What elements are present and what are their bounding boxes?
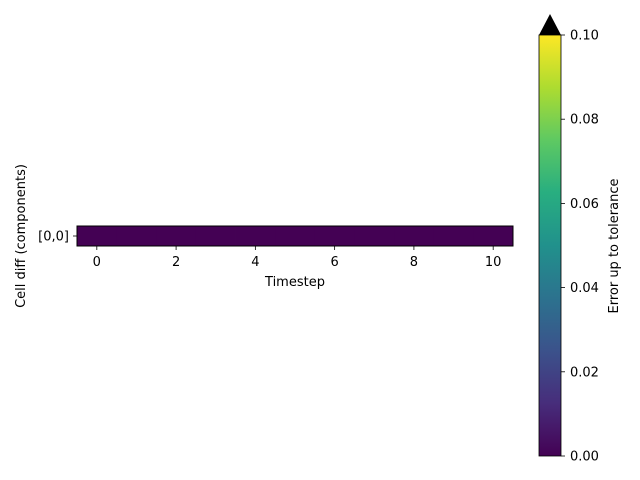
colorbar-tick-label: 0.00 (570, 450, 599, 465)
heatmap-cell (235, 226, 276, 246)
x-tick-label: 8 (410, 255, 418, 270)
heatmap-cell (195, 226, 236, 246)
colorbar: 0.00 0.02 0.04 0.06 0.08 0.10 Error up to tol… (538, 14, 622, 465)
colorbar-frame (538, 34, 562, 457)
heatmap-cell (156, 226, 197, 246)
colorbar-tick-label: 0.04 (570, 281, 599, 296)
x-tick-label: 4 (251, 255, 259, 270)
heatmap-cell (116, 226, 157, 246)
x-tick-label: 10 (485, 255, 502, 270)
colorbar-label: Error up to tolerance (607, 179, 622, 314)
colorbar-extend-triangle (539, 14, 561, 35)
x-axis-label: Timestep (264, 275, 325, 290)
heatmap-cell (77, 226, 118, 246)
x-tick-label: 6 (330, 255, 338, 270)
heatmap-plot: 0 2 4 6 8 10 [0,0] Timestep Cell diff (compon… (14, 164, 514, 308)
colorbar-tick-label: 0.06 (570, 197, 599, 212)
colorbar-tick-label: 0.02 (570, 365, 599, 380)
x-tick-label: 2 (172, 255, 180, 270)
heatmap-cell (473, 226, 514, 246)
colorbar-ticks: 0.00 0.02 0.04 0.06 0.08 0.10 (561, 29, 599, 465)
heatmap-cell (354, 226, 395, 246)
colorbar-tick-label: 0.10 (570, 29, 599, 44)
y-axis-label: Cell diff (components) (14, 164, 29, 308)
heatmap-cells (77, 226, 514, 246)
x-axis-ticks: 0 2 4 6 8 10 (93, 246, 502, 270)
heatmap-cell (314, 226, 355, 246)
heatmap-cell (433, 226, 474, 246)
colorbar-tick-label: 0.08 (570, 113, 599, 128)
y-tick-label: [0,0] (38, 230, 69, 245)
heatmap-cell (275, 226, 316, 246)
x-tick-label: 0 (93, 255, 101, 270)
y-axis-ticks: [0,0] (38, 230, 77, 245)
colorbar-gradient (539, 35, 561, 456)
heatmap-cell (394, 226, 435, 246)
